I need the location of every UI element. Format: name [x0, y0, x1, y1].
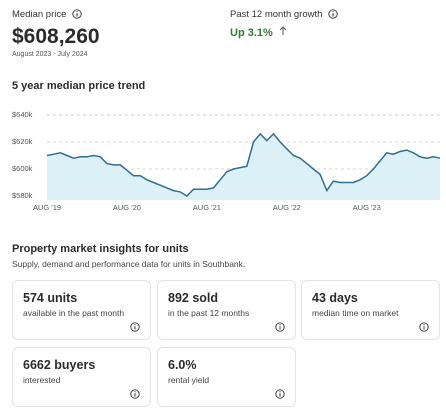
info-icon[interactable] [419, 322, 429, 332]
insights-title: Property market insights for units [12, 243, 189, 255]
card-value: 6662 buyers [23, 358, 96, 372]
chart-title: 5 year median price trend [12, 80, 146, 92]
insight-card: 43 days median time on market [301, 280, 440, 340]
period: August 2023 - July 2024 [12, 51, 88, 58]
y-tick-label: $640k [12, 110, 33, 119]
y-tick-label: $580k [12, 191, 33, 200]
icon-ring [275, 389, 285, 399]
median-price-label: Median price [12, 9, 83, 20]
x-tick-label: AUG '23 [353, 203, 381, 212]
insight-card: 6.0% rental yield [157, 347, 296, 407]
card-value: 892 sold [168, 291, 219, 305]
card-label: rental yield [168, 375, 210, 385]
growth-text: Up 3.1% [230, 27, 273, 39]
growth: Up 3.1% [230, 26, 288, 39]
icon-dot [134, 324, 136, 326]
insight-card: 574 units available in the past month [12, 280, 151, 340]
card-value: 574 units [23, 291, 78, 305]
x-tick-label: AUG '19 [33, 203, 61, 212]
icon-ring [275, 322, 285, 332]
y-tick-label: $620k [12, 137, 33, 146]
label-text: Median price [12, 9, 67, 20]
label-text: Past 12 month growth [230, 9, 323, 20]
icon-dot [279, 391, 281, 393]
info-icon[interactable] [328, 9, 339, 20]
info-icon[interactable] [275, 389, 285, 399]
icon-ring [419, 322, 429, 332]
insight-card: 892 sold in the past 12 months [157, 280, 296, 340]
icon-dot [134, 391, 136, 393]
x-tick-label: AUG '21 [193, 203, 221, 212]
icon-ring [130, 322, 140, 332]
card-label: in the past 12 months [168, 308, 250, 318]
growth-label: Past 12 month growth [230, 9, 339, 20]
median-price: $608,260 [12, 25, 100, 48]
insights-subtitle: Supply, demand and performance data for … [12, 259, 246, 269]
insight-card: 6662 buyers interested [12, 347, 151, 407]
card-value: 6.0% [168, 358, 197, 372]
card-label: median time on market [312, 308, 399, 318]
icon-dot [423, 324, 425, 326]
icon-dot [279, 324, 281, 326]
icon-ring [130, 389, 140, 399]
card-label: available in the past month [23, 308, 125, 318]
area [47, 133, 440, 200]
info-icon[interactable] [130, 322, 140, 332]
x-tick-label: AUG '20 [113, 203, 141, 212]
card-value: 43 days [312, 291, 358, 305]
y-tick-label: $600k [12, 164, 33, 173]
line [46, 132, 441, 197]
info-icon[interactable] [275, 322, 285, 332]
chart: $580k $600k $620k $640k AUG '19 AUG '20 AUG '2… [12, 110, 441, 212]
info-icon[interactable] [72, 9, 83, 20]
x-tick-label: AUG '22 [273, 203, 301, 212]
up-arrow [279, 26, 287, 35]
info-icon[interactable] [130, 389, 140, 399]
card-label: interested [23, 375, 61, 385]
